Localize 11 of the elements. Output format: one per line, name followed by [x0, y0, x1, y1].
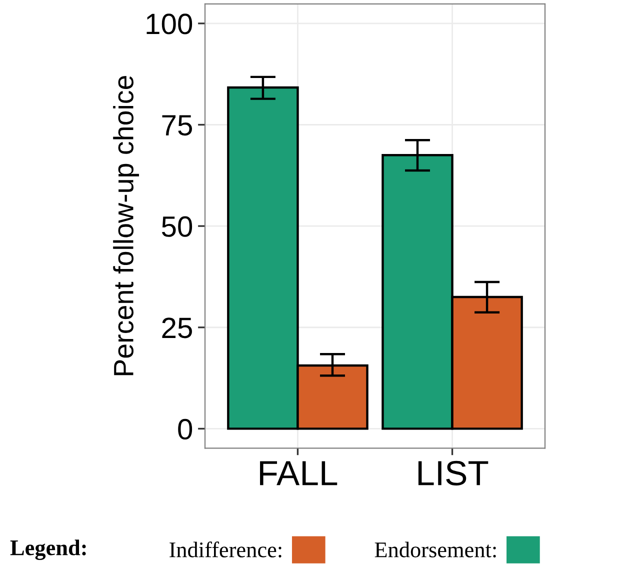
y-tick-label: 0	[178, 418, 192, 440]
legend-title: Legend:	[10, 540, 86, 560]
legend-label: Endorsement:	[374, 542, 496, 558]
legend-label: Indifference:	[170, 542, 282, 558]
y-axis-title: Percent follow-up choice	[113, 76, 139, 376]
y-tick-label: 75	[162, 115, 192, 136]
x-tick-label: FALL	[260, 461, 338, 486]
y-tick-label: 25	[162, 318, 192, 338]
y-tick-label: 50	[162, 216, 192, 237]
y-tick-label: 100	[146, 14, 192, 34]
x-tick-label: LIST	[418, 460, 488, 486]
